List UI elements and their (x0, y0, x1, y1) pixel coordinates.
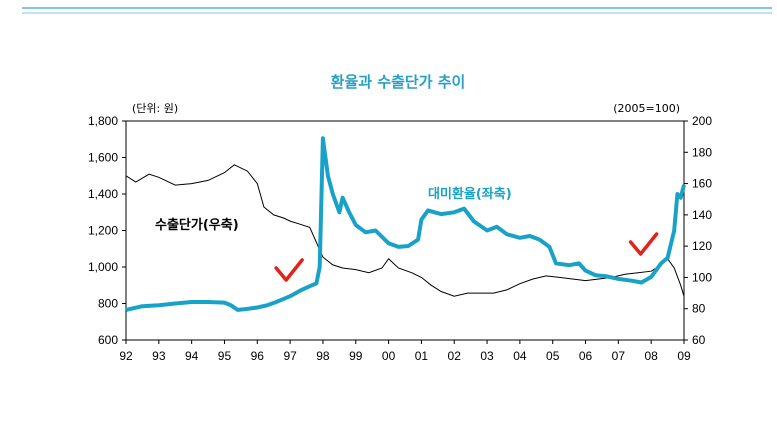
x-tick-label: 95 (218, 349, 232, 363)
left-axis-unit: (단위: 원) (132, 102, 178, 115)
y-right-ticks: 60 80 100 120 140 160 180 200 (684, 114, 712, 347)
y-left-tick-label: 1,800 (88, 114, 118, 128)
x-tick-label: 03 (480, 349, 494, 363)
x-tick-label: 07 (612, 349, 626, 363)
y-right-tick-label: 60 (692, 333, 706, 347)
y-left-ticks: 600 800 1,000 1,200 1,400 1,600 1,800 (88, 114, 126, 347)
y-right-tick-label: 140 (692, 208, 712, 222)
right-axis-unit: (2005=100) (613, 102, 680, 115)
y-left-tick-label: 600 (98, 333, 118, 347)
series-label-export-price: 수출단가(우축) (155, 217, 239, 233)
check-mark-1997 (274, 258, 304, 282)
y-left-tick-label: 1,400 (88, 187, 118, 201)
x-tick-label: 02 (448, 349, 462, 363)
x-tick-label: 00 (382, 349, 396, 363)
x-tick-label: 08 (644, 349, 658, 363)
series-label-exchange-rate: 대미환율(좌축) (428, 186, 512, 202)
chart-title: 환율과 수출단가 추이 (331, 73, 466, 91)
y-right-tick-label: 200 (692, 114, 712, 128)
series-line-exchange-rate (125, 136, 686, 312)
x-tick-label: 98 (316, 349, 330, 363)
y-left-tick-label: 1,200 (88, 224, 118, 238)
x-tick-label: 06 (579, 349, 593, 363)
x-tick-label: 04 (513, 349, 527, 363)
x-tick-label: 93 (152, 349, 166, 363)
x-tick-label: 94 (185, 349, 199, 363)
y-left-tick-label: 800 (98, 297, 118, 311)
x-tick-label: 97 (283, 349, 297, 363)
x-tick-label: 09 (677, 349, 691, 363)
x-tick-label: 96 (251, 349, 265, 363)
x-tick-label: 05 (546, 349, 560, 363)
x-ticks: 92 93 94 95 96 97 98 99 00 01 02 03 04 05 06 07 08 09 (119, 340, 691, 363)
x-tick-label: 01 (415, 349, 429, 363)
y-right-tick-label: 80 (692, 302, 706, 316)
x-tick-label: 99 (349, 349, 363, 363)
y-right-tick-label: 160 (692, 177, 712, 191)
y-left-tick-label: 1,600 (88, 151, 118, 165)
y-right-tick-label: 120 (692, 239, 712, 253)
check-mark-2007 (628, 232, 659, 256)
y-right-tick-label: 100 (692, 270, 712, 284)
y-right-tick-label: 180 (692, 145, 712, 159)
y-left-tick-label: 1,000 (88, 260, 118, 274)
x-tick-label: 92 (119, 349, 133, 363)
